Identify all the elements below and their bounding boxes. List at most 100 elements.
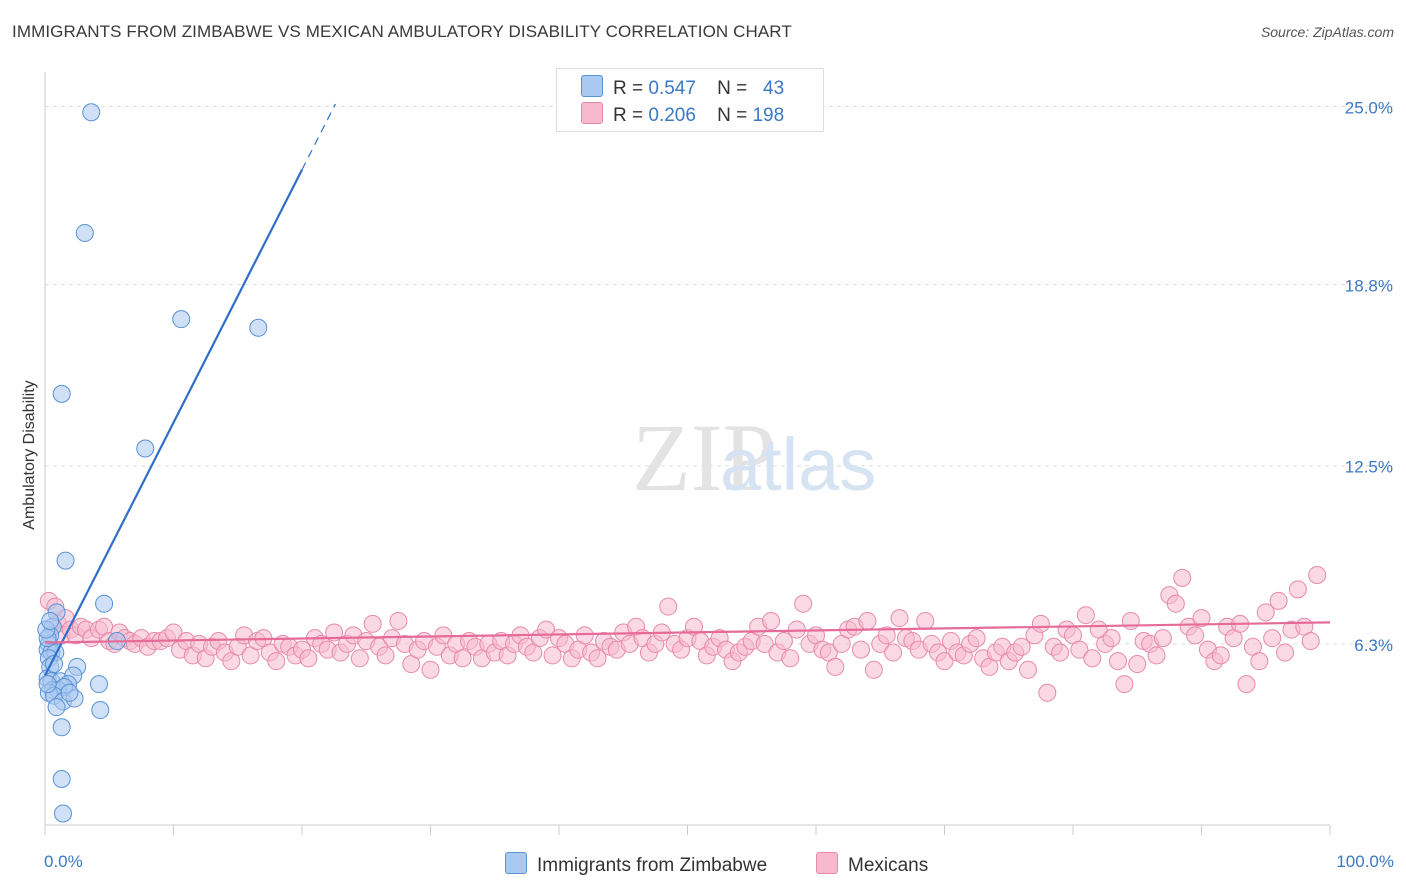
- mexicans-point: [1211, 646, 1230, 665]
- legend-r-label: R =: [613, 78, 644, 99]
- trend-lines: [44, 103, 1331, 677]
- mexicans-point: [1102, 629, 1121, 648]
- mexicans-point: [421, 660, 440, 679]
- mexicans-point: [781, 649, 800, 668]
- legend-r-label: R =: [613, 105, 644, 126]
- mexicans-point: [794, 594, 813, 613]
- mexicans-trend-line: [44, 621, 1331, 644]
- zimbabwe-point: [53, 804, 72, 823]
- zimbabwe-point: [91, 701, 110, 720]
- mexicans-point: [858, 611, 877, 630]
- zimbabwe-point: [95, 594, 114, 613]
- mexicans-point: [1147, 646, 1166, 665]
- mexicans-point: [453, 649, 472, 668]
- zimbabwe-point: [52, 770, 71, 789]
- zimbabwe-point: [52, 384, 71, 403]
- mexicans-point: [1301, 632, 1320, 651]
- mexicans-point: [851, 640, 870, 659]
- mexicans-point: [1288, 580, 1307, 599]
- legend-n-label: N =: [717, 105, 748, 126]
- legend-swatch-zimbabwe: [581, 75, 603, 97]
- mexicans-point: [389, 611, 408, 630]
- mexicans-point: [1108, 652, 1127, 671]
- mexicans-point: [826, 657, 845, 676]
- legend-n-value: 43: [763, 78, 785, 99]
- mexicans-point: [543, 646, 562, 665]
- mexicans-point: [1012, 637, 1031, 656]
- gridlines: [45, 105, 1395, 645]
- mexicans-point: [864, 660, 883, 679]
- zimbabwe-point: [89, 675, 108, 694]
- mexicans-point: [774, 632, 793, 651]
- zimbabwe-point: [172, 310, 191, 329]
- watermark: ZIP atlas: [632, 404, 876, 511]
- legend-r-value: 0.547: [648, 78, 696, 99]
- mexicans-point: [267, 652, 286, 671]
- mexicans-point: [755, 634, 774, 653]
- mexicans-point: [1115, 675, 1134, 694]
- legend-n-value: 198: [752, 105, 785, 126]
- mexicans-point: [1070, 640, 1089, 659]
- watermark-zip: ZIP: [632, 404, 776, 511]
- mexicans-point: [376, 646, 395, 665]
- legend-row-zimbabwe: R = 0.547 N = 43: [581, 75, 784, 99]
- mexicans-point: [1256, 603, 1275, 622]
- mexicans-point: [1076, 606, 1095, 625]
- zimbabwe-point: [82, 103, 101, 122]
- bottom-legend-label-mexicans: Mexicans: [848, 855, 929, 876]
- y-tick-label: 12.5%: [1345, 458, 1393, 477]
- mexicans-point: [1121, 611, 1140, 630]
- zimbabwe-point: [47, 698, 66, 717]
- stats-legend: R = 0.547 N = 43 R = 0.206 N = 198: [556, 68, 824, 132]
- legend-row-mexicans: R = 0.206 N = 198: [581, 102, 784, 126]
- x-tick-label-max: 100.0%: [1336, 852, 1394, 871]
- bottom-legend-swatch-mexicans: [816, 852, 838, 874]
- mexicans-point: [1031, 614, 1050, 633]
- mexicans-point: [1186, 626, 1205, 645]
- zimbabwe-point: [60, 683, 79, 702]
- mexicans-point: [916, 611, 935, 630]
- chart-title: IMMIGRANTS FROM ZIMBABWE VS MEXICAN AMBU…: [12, 22, 792, 41]
- y-tick-label: 18.8%: [1345, 277, 1393, 296]
- zimbabwe-point: [75, 223, 94, 242]
- mexicans-point: [1237, 675, 1256, 694]
- zimbabwe-trend-extension: [301, 103, 336, 170]
- mexicans-point: [1051, 643, 1070, 662]
- mexicans-point: [1153, 629, 1172, 648]
- zimbabwe-trend-line: [44, 169, 303, 677]
- zimbabwe-point: [249, 318, 268, 337]
- y-tick-label: 6.3%: [1354, 636, 1393, 655]
- y-tick-label: 25.0%: [1345, 98, 1393, 117]
- mexicans-point: [299, 649, 318, 668]
- bottom-legend-mexicans: Mexicans: [816, 852, 928, 877]
- zimbabwe-point: [41, 611, 60, 630]
- mexicans-point: [1263, 629, 1282, 648]
- mexicans-point: [1128, 655, 1147, 674]
- y-axis-label: Ambulatory Disability: [21, 380, 38, 530]
- mexicans-point: [363, 614, 382, 633]
- mexicans-point: [1276, 643, 1295, 662]
- mexicans-point: [588, 649, 607, 668]
- mexicans-point: [890, 609, 909, 628]
- mexicans-point: [1250, 652, 1269, 671]
- source-label: Source: ZipAtlas.com: [1260, 24, 1394, 40]
- zimbabwe-point: [38, 675, 57, 694]
- mexicans-point: [935, 652, 954, 671]
- mexicans-point: [1166, 594, 1185, 613]
- mexicans-point: [762, 611, 781, 630]
- zimbabwe-point: [52, 718, 71, 737]
- mexicans-point: [575, 626, 594, 645]
- mexicans-point: [1308, 565, 1327, 584]
- mexicans-points: [39, 565, 1327, 702]
- mexicans-point: [350, 649, 369, 668]
- zimbabwe-point: [136, 439, 155, 458]
- bottom-legend-zimbabwe: Immigrants from Zimbabwe: [505, 852, 767, 877]
- mexicans-point: [325, 623, 344, 642]
- mexicans-point: [967, 629, 986, 648]
- x-tick-label-min: 0.0%: [44, 852, 83, 871]
- mexicans-point: [1269, 591, 1288, 610]
- mexicans-point: [884, 643, 903, 662]
- bottom-legend-label-zimbabwe: Immigrants from Zimbabwe: [537, 855, 768, 876]
- mexicans-point: [659, 597, 678, 616]
